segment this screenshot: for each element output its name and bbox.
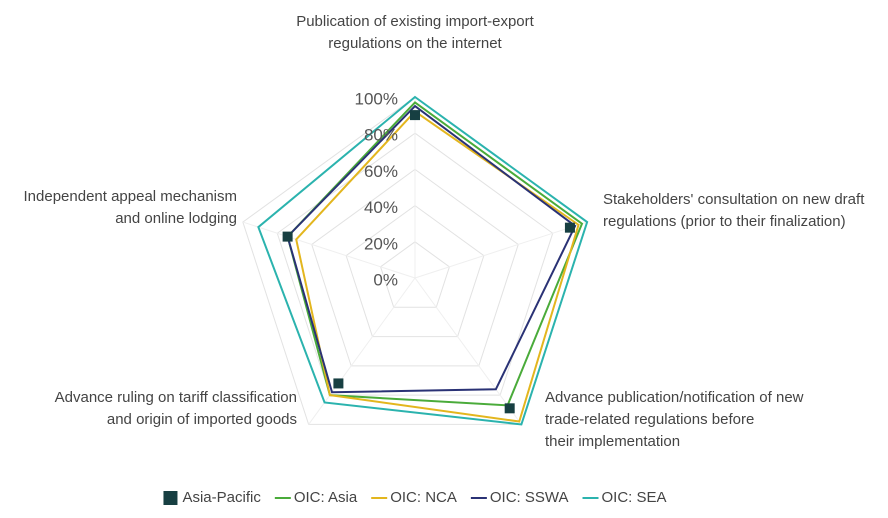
- category-label-line: Publication of existing import-export: [296, 13, 534, 30]
- tick-label: 0%: [373, 270, 398, 289]
- series-line: [286, 104, 577, 394]
- category-label-line: Advance ruling on tariff classification: [55, 389, 297, 406]
- category-label-line: trade-related regulations before: [545, 411, 754, 428]
- spoke: [308, 277, 416, 425]
- category-label: Advance publication/notification of new t…: [545, 389, 804, 450]
- category-label: Stakeholders' consultation on new draft r…: [603, 191, 865, 230]
- grid-ring: [276, 132, 554, 396]
- category-label-line: Stakeholders' consultation on new draft: [603, 191, 865, 208]
- category-label-line: their implementation: [545, 433, 680, 450]
- series-marker: [282, 231, 293, 242]
- legend: Asia-Pacific OIC: Asia OIC: NCA OIC: SSWA OI…: [163, 489, 667, 506]
- series-line: [295, 110, 580, 423]
- category-label-line: and origin of imported goods: [107, 411, 297, 428]
- series-marker: [410, 110, 420, 121]
- spoke: [414, 221, 588, 279]
- spoke: [242, 221, 416, 279]
- tick-label: 80%: [364, 126, 398, 145]
- category-label-line: Advance publication/notification of new: [545, 389, 804, 406]
- legend-label: OIC: SEA: [602, 489, 667, 506]
- tick-label: 20%: [364, 234, 398, 253]
- legend-swatch: [163, 491, 178, 505]
- tick-label: 100%: [355, 89, 398, 108]
- category-label-line: regulations on the internet: [328, 35, 502, 52]
- series-line: [257, 95, 589, 426]
- category-label: Advance ruling on tariff classification a…: [55, 389, 297, 428]
- legend-label: OIC: SSWA: [490, 489, 569, 506]
- grid-ring: [311, 168, 519, 367]
- legend-label: Asia-Pacific: [182, 489, 261, 506]
- grid-ring: [345, 204, 485, 338]
- spoke: [414, 277, 522, 425]
- category-label-line: regulations (prior to their finalization…: [603, 213, 846, 230]
- category-label-line: Independent appeal mechanism: [24, 188, 238, 205]
- series-marker: [333, 378, 344, 389]
- category-label: Publication of existing import-export reg…: [296, 13, 534, 52]
- tick-label: 40%: [364, 198, 398, 217]
- category-label: Independent appeal mechanism and online l…: [24, 188, 238, 227]
- series-marker: [564, 222, 575, 233]
- category-label-line: and online lodging: [115, 210, 237, 227]
- legend-label: OIC: NCA: [390, 489, 457, 506]
- grid-ring: [379, 241, 451, 308]
- series-marker: [504, 403, 515, 414]
- tick-label: 60%: [364, 162, 398, 181]
- legend-label: OIC: Asia: [294, 489, 358, 506]
